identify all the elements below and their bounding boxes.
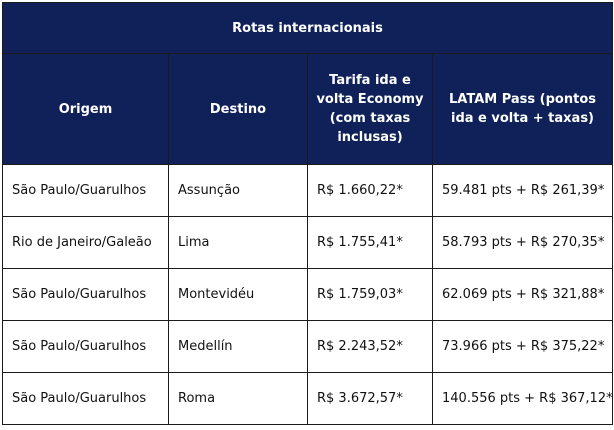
cell-destino: Montevidéu <box>168 268 308 321</box>
cell-pontos: 62.069 pts + R$ 321,88* <box>432 268 613 321</box>
table-row: São Paulo/Guarulhos Assunção R$ 1.660,22… <box>2 164 613 217</box>
cell-destino: Roma <box>168 372 308 425</box>
routes-table-container: Rotas internacionais Origem Destino Tari… <box>2 2 613 425</box>
cell-origem: São Paulo/Guarulhos <box>2 268 169 321</box>
header-row: Origem Destino Tarifa ida e volta Econom… <box>2 53 613 165</box>
table-row: Rio de Janeiro/Galeão Lima R$ 1.755,41* … <box>2 216 613 269</box>
cell-origem: Rio de Janeiro/Galeão <box>2 216 169 269</box>
cell-pontos: 59.481 pts + R$ 261,39* <box>432 164 613 217</box>
cell-destino: Assunção <box>168 164 308 217</box>
cell-tarifa: R$ 1.759,03* <box>307 268 433 321</box>
cell-pontos: 73.966 pts + R$ 375,22* <box>432 320 613 373</box>
routes-table: Rotas internacionais Origem Destino Tari… <box>2 2 613 425</box>
cell-pontos: 140.556 pts + R$ 367,12* <box>432 372 613 425</box>
cell-destino: Lima <box>168 216 308 269</box>
cell-destino: Medellín <box>168 320 308 373</box>
table-row: São Paulo/Guarulhos Medellín R$ 2.243,52… <box>2 320 613 373</box>
header-latam-pass: LATAM Pass (pontos ida e volta + taxas) <box>432 53 613 165</box>
cell-origem: São Paulo/Guarulhos <box>2 164 169 217</box>
table-row: São Paulo/Guarulhos Roma R$ 3.672,57* 14… <box>2 372 613 425</box>
title-row: Rotas internacionais <box>2 2 613 54</box>
cell-pontos: 58.793 pts + R$ 270,35* <box>432 216 613 269</box>
cell-tarifa: R$ 3.672,57* <box>307 372 433 425</box>
cell-tarifa: R$ 2.243,52* <box>307 320 433 373</box>
header-origem: Origem <box>2 53 169 165</box>
cell-tarifa: R$ 1.755,41* <box>307 216 433 269</box>
table-row: São Paulo/Guarulhos Montevidéu R$ 1.759,… <box>2 268 613 321</box>
table-title: Rotas internacionais <box>2 2 613 54</box>
header-tarifa: Tarifa ida e volta Economy (com taxas in… <box>307 53 433 165</box>
header-destino: Destino <box>168 53 308 165</box>
cell-origem: São Paulo/Guarulhos <box>2 320 169 373</box>
cell-origem: São Paulo/Guarulhos <box>2 372 169 425</box>
cell-tarifa: R$ 1.660,22* <box>307 164 433 217</box>
